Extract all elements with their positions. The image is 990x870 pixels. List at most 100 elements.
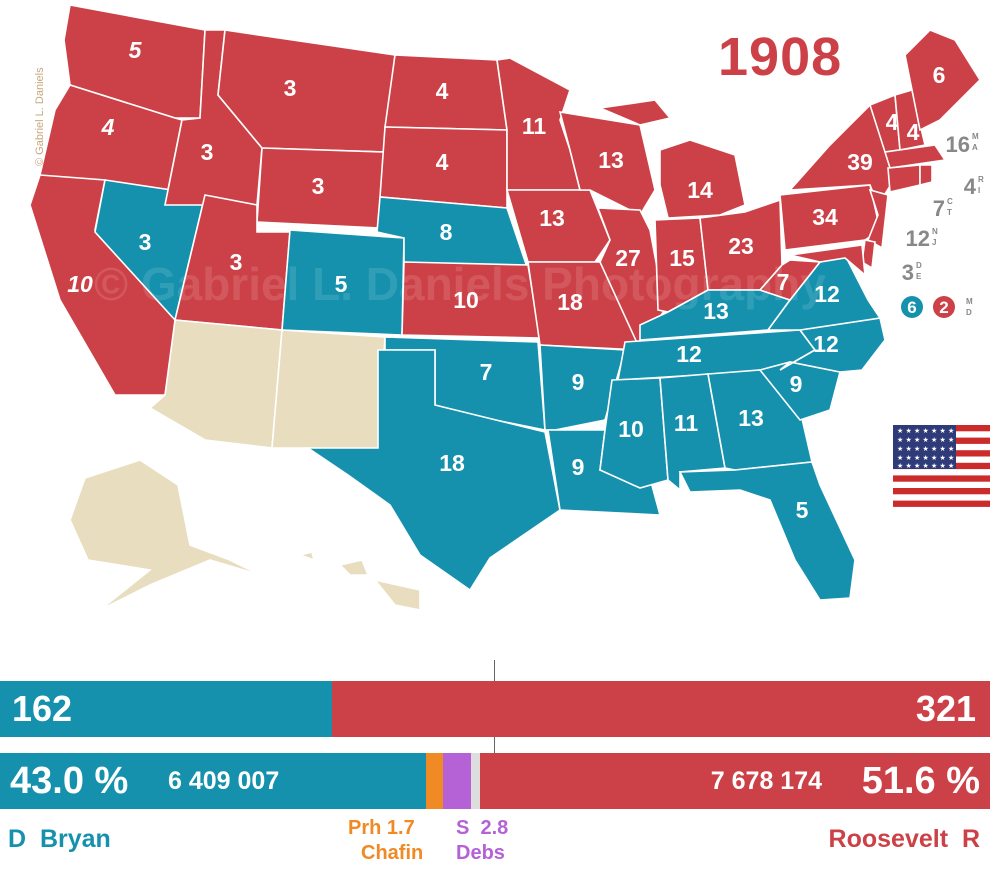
label-nh: 4 (907, 119, 920, 145)
svg-text:★ ★ ★ ★ ★ ★ ★: ★ ★ ★ ★ ★ ★ ★ (897, 445, 954, 453)
callout-ma-num: 16 (946, 132, 970, 157)
prohibition-party: Prh (348, 817, 382, 839)
maryland-rep-badge (933, 296, 955, 318)
state-michigan (597, 99, 746, 219)
popular-rep-votes: 7 678 174 (710, 767, 822, 795)
prohibition-label: Prh 1.7 (348, 817, 415, 840)
callout-ct-abbr-1: C (947, 197, 953, 206)
svg-text:★ ★ ★ ★ ★ ★ ★: ★ ★ ★ ★ ★ ★ ★ (897, 427, 954, 435)
label-vt: 4 (886, 109, 899, 135)
dem-candidate-label: D Bryan (8, 825, 111, 854)
label-ne: 8 (440, 219, 453, 245)
state-arkansas (539, 344, 627, 431)
electoral-rep-count: 321 (915, 688, 976, 729)
svg-text:★ ★ ★ ★ ★ ★ ★: ★ ★ ★ ★ ★ ★ ★ (897, 436, 954, 444)
popular-dem-percent: 43.0 % (10, 760, 129, 802)
territory-alaska (69, 459, 261, 611)
callout-md-abbr-1: M (966, 297, 973, 306)
callout-ct-abbr-2: T (947, 208, 952, 217)
callout-ri-abbr-1: R (978, 175, 984, 184)
label-sd: 4 (436, 149, 449, 175)
label-mo: 18 (557, 289, 583, 315)
label-ok: 7 (480, 359, 493, 385)
rep-candidate-name: Roosevelt (828, 825, 949, 853)
callout-de-abbr-1: D (916, 261, 922, 270)
callout-md-abbr-2: D (966, 308, 972, 317)
electoral-dem-count: 162 (12, 688, 73, 729)
state-texas (305, 349, 561, 592)
label-ny: 39 (847, 149, 873, 175)
label-nc: 12 (813, 331, 839, 357)
label-la: 9 (572, 454, 585, 480)
electoral-rep-segment (332, 681, 990, 737)
label-ms: 10 (618, 416, 644, 442)
callout-ri-num: 4 (964, 174, 977, 199)
callout-nj-num: 12 (906, 226, 930, 251)
label-ky: 13 (703, 298, 729, 324)
state-maine (904, 29, 982, 132)
label-ar: 9 (572, 369, 585, 395)
label-oh: 23 (728, 233, 754, 259)
state-florida (678, 461, 856, 601)
popular-other-segment (471, 753, 480, 809)
popular-vote-bar: 43.0 % 6 409 007 7 678 174 51.6 % (0, 753, 990, 809)
label-fl: 5 (796, 497, 809, 523)
label-mt: 3 (284, 75, 297, 101)
label-wy: 3 (312, 173, 325, 199)
label-pa: 34 (812, 204, 838, 230)
state-rhode-island (919, 164, 933, 187)
dem-candidate-name: Bryan (39, 825, 111, 853)
svg-text:★ ★ ★ ★ ★ ★ ★: ★ ★ ★ ★ ★ ★ ★ (897, 462, 954, 470)
state-north-carolina (779, 317, 886, 373)
label-sc: 9 (790, 371, 803, 397)
popular-rep-segment (480, 753, 990, 809)
callout-de-abbr-2: E (916, 272, 922, 281)
state-massachusetts (883, 144, 947, 169)
label-tn: 12 (676, 341, 702, 367)
popular-prohibition-segment (426, 753, 443, 809)
socialist-label: S 2.8 (456, 817, 508, 840)
photo-credit: © Gabriel L. Daniels (34, 67, 46, 166)
us-electoral-map: 5 4 10 3 3 3 3 3 5 4 4 8 10 7 18 11 13 1… (29, 4, 990, 611)
callout-nj-abbr-1: N (932, 227, 938, 236)
label-tx: 18 (439, 450, 465, 476)
callout-ct-num: 7 (933, 196, 945, 221)
label-wi: 13 (598, 147, 624, 173)
state-maryland (789, 244, 866, 277)
electoral-vote-bar: 162 321 (0, 681, 990, 737)
popular-rep-percent: 51.6 % (861, 760, 980, 802)
popular-dem-segment (0, 753, 426, 809)
label-va: 12 (814, 281, 840, 307)
popular-socialist-segment (443, 753, 471, 809)
socialist-party: S (456, 817, 470, 839)
state-connecticut (887, 164, 921, 193)
popular-dem-votes: 6 409 007 (168, 767, 280, 795)
electoral-dem-segment (0, 681, 332, 737)
watermark: © Gabriel L. Daniels Photography (94, 258, 826, 310)
maryland-dem-badge (901, 296, 923, 318)
maryland-dem-votes: 6 (907, 298, 916, 317)
territory-hawaii (297, 551, 421, 611)
prohibition-candidate-name: Chafin (361, 842, 424, 864)
label-nv: 3 (139, 229, 152, 255)
state-electoral-labels: 5 4 10 3 3 3 3 3 5 4 4 8 10 7 18 11 13 1… (67, 37, 945, 523)
maryland-rep-votes: 2 (939, 298, 948, 317)
label-ks: 10 (453, 287, 479, 313)
label-wv: 7 (777, 269, 790, 295)
label-co: 5 (335, 271, 348, 297)
state-new-hampshire (894, 88, 926, 151)
state-west-virginia (758, 259, 822, 301)
label-nd: 4 (436, 78, 449, 104)
callout-nj-abbr-2: J (932, 238, 936, 247)
label-id: 3 (201, 139, 214, 165)
svg-text:★ ★ ★ ★ ★ ★ ★: ★ ★ ★ ★ ★ ★ ★ (897, 454, 954, 462)
prohibition-pct: 1.7 (386, 817, 415, 839)
label-ut: 3 (230, 249, 243, 275)
label-mn: 11 (522, 113, 547, 139)
label-ia: 13 (539, 205, 565, 231)
callout-ma-abbr-1: M (972, 132, 979, 141)
label-il: 27 (615, 245, 641, 271)
dem-party: D (8, 825, 27, 853)
territory-new-mexico (271, 329, 386, 451)
callout-de-num: 3 (902, 260, 914, 285)
